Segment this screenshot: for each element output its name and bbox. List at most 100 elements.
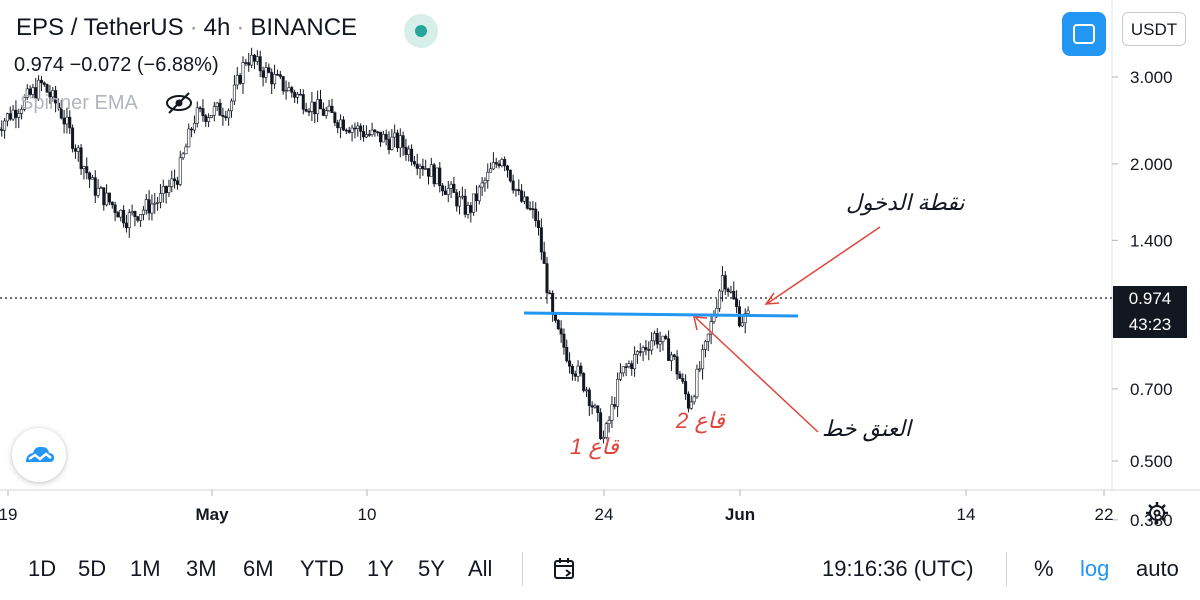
bottom-toolbar	[0, 540, 1200, 600]
candle	[610, 396, 614, 428]
candle	[497, 160, 501, 169]
range-5d[interactable]: 5D	[78, 556, 107, 581]
candle	[466, 201, 470, 219]
range-all[interactable]: All	[468, 556, 493, 581]
candle	[37, 75, 41, 101]
candle	[127, 209, 131, 238]
candle	[458, 190, 462, 215]
candle	[446, 180, 450, 203]
candle	[568, 352, 572, 374]
range-1d[interactable]: 1D	[28, 556, 57, 581]
candle	[296, 91, 300, 104]
candle	[390, 129, 394, 151]
candle	[264, 62, 268, 84]
candle	[737, 300, 741, 328]
candle	[590, 401, 594, 415]
fullscreen-button[interactable]	[1062, 12, 1106, 56]
candle	[5, 112, 9, 127]
candle	[34, 77, 38, 101]
candle	[644, 340, 648, 356]
candle	[313, 101, 317, 124]
candle	[494, 157, 498, 169]
annotation-neckline: العنق خط	[822, 416, 912, 441]
candle	[353, 122, 357, 139]
candle	[684, 374, 688, 400]
candle	[373, 128, 377, 137]
symbol-title[interactable]: EPS / TetherUS · 4h · BINANCE	[16, 14, 358, 41]
range-ytd[interactable]: YTD	[300, 556, 344, 581]
candle	[25, 84, 29, 100]
candle	[324, 106, 328, 119]
hidden-eye-icon[interactable]	[164, 90, 194, 116]
candle	[212, 101, 216, 122]
candle	[706, 333, 710, 352]
market-status-icon	[404, 14, 438, 48]
candle	[469, 202, 473, 223]
candle	[500, 157, 504, 168]
candle	[726, 287, 730, 297]
candle	[161, 179, 165, 203]
candle	[539, 218, 543, 260]
candle	[71, 124, 75, 153]
cloud-icon	[26, 446, 54, 462]
candle	[641, 345, 645, 362]
candle	[93, 170, 97, 203]
candle	[224, 110, 228, 121]
candle	[195, 101, 199, 128]
currency-button[interactable]: USDT	[1122, 12, 1186, 46]
candle	[576, 360, 580, 382]
candle	[503, 156, 507, 172]
candle	[624, 363, 628, 377]
candle	[107, 192, 111, 206]
candle	[452, 176, 456, 193]
utc-clock[interactable]: 19:16:36 (UTC)	[822, 556, 974, 581]
candle	[381, 130, 385, 143]
range-6m[interactable]: 6M	[243, 556, 274, 581]
candle	[347, 126, 351, 134]
candle	[241, 56, 245, 95]
candle	[395, 129, 399, 152]
candle	[514, 188, 518, 197]
x-tick-label: May	[195, 505, 229, 524]
candle	[290, 85, 294, 98]
range-1m[interactable]: 1M	[130, 556, 161, 581]
candle	[658, 331, 662, 353]
candle	[318, 89, 322, 110]
candle	[443, 185, 447, 195]
candle	[339, 114, 343, 139]
calendar-go-to-icon[interactable]	[552, 556, 578, 582]
toolbar-divider	[1006, 552, 1007, 586]
x-tick-label: 14	[957, 505, 976, 524]
candle	[139, 214, 143, 227]
candle	[415, 153, 419, 176]
settings-gear-icon[interactable]	[1144, 500, 1170, 526]
candle	[432, 162, 436, 188]
x-tick-label: Jun	[725, 505, 755, 524]
log-scale-toggle[interactable]: log	[1080, 556, 1110, 581]
candle	[133, 210, 137, 227]
candle	[261, 66, 265, 87]
candle	[740, 315, 744, 328]
range-1y[interactable]: 1Y	[367, 556, 394, 581]
candle	[472, 193, 476, 216]
y-tick-label: 2.000	[1130, 155, 1173, 174]
candle	[655, 328, 659, 349]
range-3m[interactable]: 3M	[186, 556, 217, 581]
percent-scale-toggle[interactable]: %	[1034, 556, 1054, 581]
candle	[68, 110, 72, 134]
auto-scale-toggle[interactable]: auto	[1136, 556, 1179, 581]
candle	[235, 66, 239, 90]
candle	[250, 47, 254, 69]
y-tick-label: 0.500	[1130, 452, 1173, 471]
last-price-tag: 0.974 43:23	[1113, 286, 1187, 338]
candle	[746, 306, 750, 315]
candle	[190, 126, 194, 138]
tradingview-logo[interactable]	[12, 428, 66, 482]
range-5y[interactable]: 5Y	[418, 556, 445, 581]
exchange-label: BINANCE	[250, 14, 358, 41]
candle	[48, 85, 52, 104]
indicator-label[interactable]: Spinner EMA	[20, 92, 138, 114]
candle	[116, 210, 120, 218]
candle	[718, 288, 722, 312]
